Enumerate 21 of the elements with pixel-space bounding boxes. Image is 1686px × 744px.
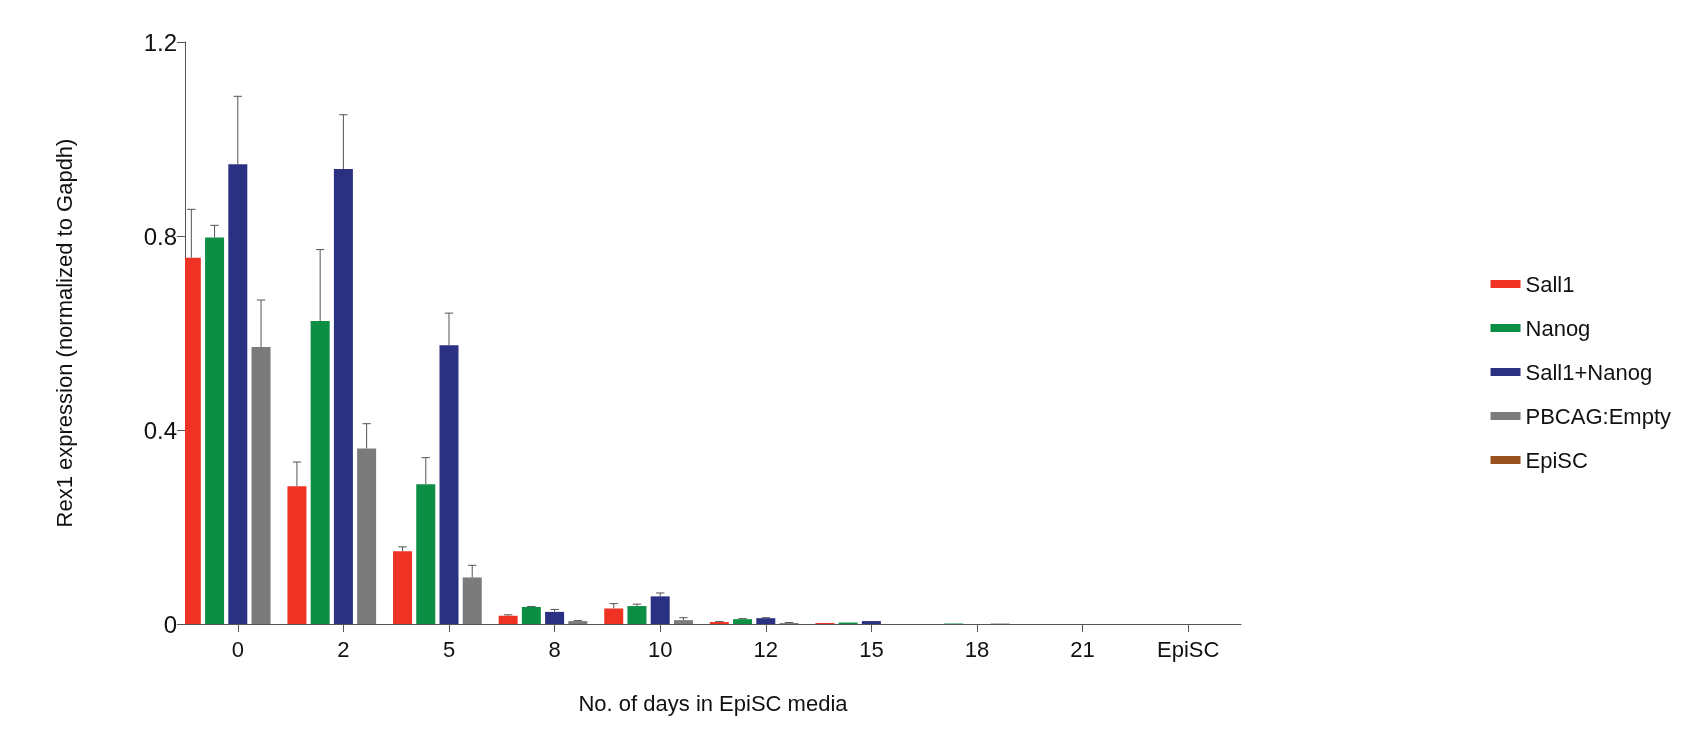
legend-label: Sall1+Nanog [1525,359,1653,385]
y-tick-label: 0.8 [143,222,177,250]
x-tick-label: 2 [337,636,350,662]
y-tick-label: 0 [163,610,177,638]
x-tick-label: EpiSC [1157,636,1220,662]
y-tick-label: 0.4 [143,416,177,444]
x-tick-label: 15 [859,636,884,662]
x-tick-label: 10 [647,636,673,662]
legend-label: Sall1 [1525,271,1575,297]
x-tick-label: 21 [1070,636,1095,662]
x-tick-label: 12 [753,636,779,662]
x-tick-label: 0 [231,636,244,662]
x-tick-label: 18 [964,636,990,662]
y-axis-title: Rex1 expression (normalized to Gapdh) [51,138,77,528]
x-tick-label: 5 [442,636,456,662]
legend-label: PBCAG:Empty [1525,403,1671,429]
x-tick-label: 8 [548,636,561,662]
legend-label: Nanog [1525,315,1591,341]
legend-label: EpiSC [1525,447,1588,473]
y-tick-label: 1.2 [143,28,177,56]
x-axis-title: No. of days in EpiSC media [578,690,849,716]
